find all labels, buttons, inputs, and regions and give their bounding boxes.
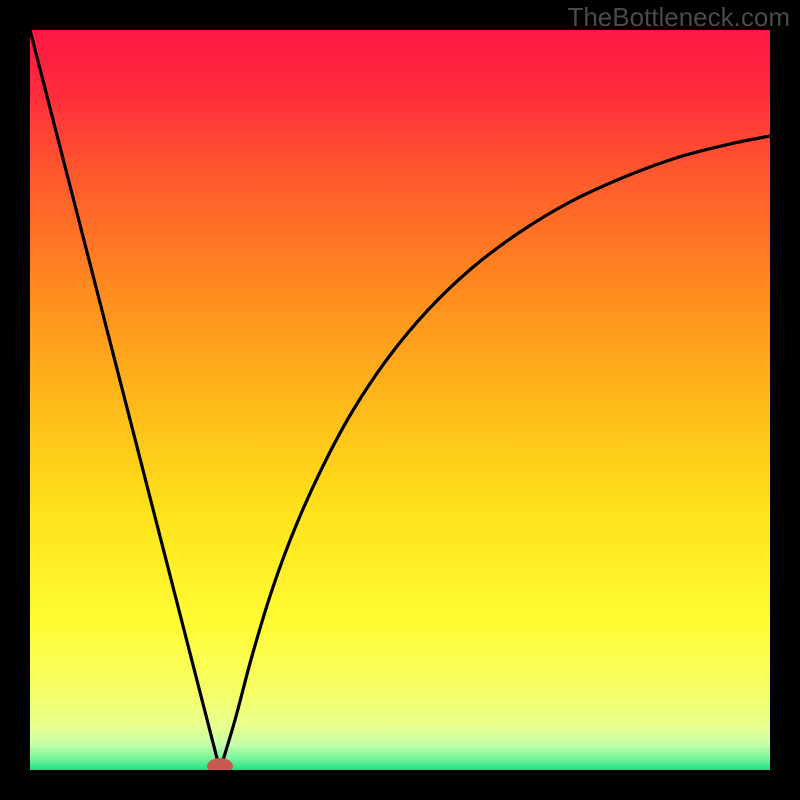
watermark-text: TheBottleneck.com xyxy=(567,2,790,33)
chart-frame: TheBottleneck.com xyxy=(0,0,800,800)
curve-layer xyxy=(30,30,770,770)
plot-area xyxy=(30,30,770,770)
sweet-spot-marker xyxy=(207,758,233,770)
bottleneck-curve xyxy=(30,30,770,770)
